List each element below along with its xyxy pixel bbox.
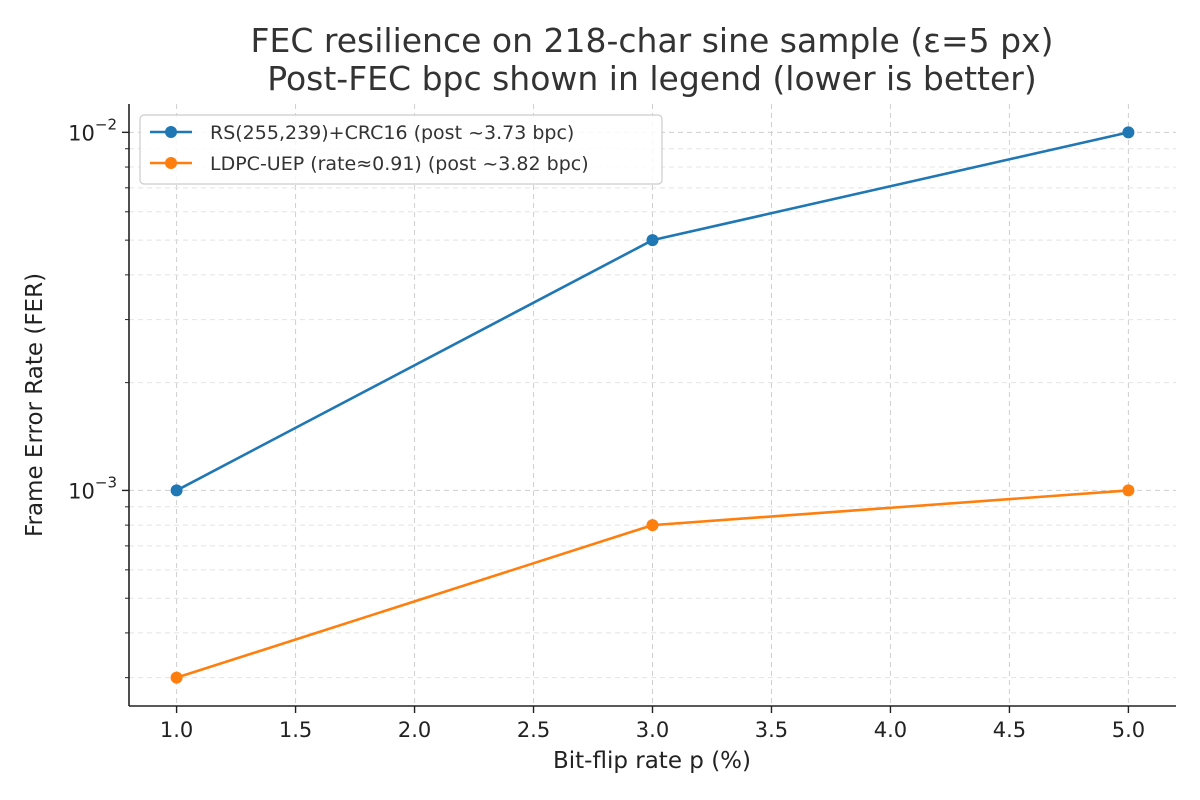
legend: RS(255,239)+CRC16 (post ~3.73 bpc) LDPC-… [139,114,663,185]
x-tick-label: 4.5 [993,718,1026,742]
x-tick-label: 1.5 [279,718,312,742]
data-point-1-2 [1122,484,1135,497]
y-tick-label: 10−3 [68,473,117,503]
data-point-1-0 [170,671,183,684]
x-tick-label: 1.0 [160,718,193,742]
legend-label-ldpc: LDPC-UEP (rate≈0.91) (post ~3.82 bpc) [210,153,589,175]
x-tick-label: 2.0 [398,718,431,742]
series-layer [170,126,1135,684]
x-tick-label: 3.5 [755,718,788,742]
x-tick-label: 5.0 [1112,718,1145,742]
x-axis-label: Bit-flip rate p (%) [553,748,751,774]
y-tick-label: 10−2 [68,115,117,145]
x-tick-label: 3.0 [636,718,669,742]
ticks-layer: 1.0 1.5 2.0 2.5 3.0 3.5 4.0 4.5 5.0 10−3 10−2 [68,115,1145,742]
data-point-1-1 [646,519,659,532]
x-tick-label: 4.0 [874,718,907,742]
legend-marker-rs [165,126,177,138]
data-point-0-1 [646,234,659,247]
data-point-0-0 [170,484,183,497]
chart-title-line-2: Post-FEC bpc shown in legend (lower is b… [267,59,1037,98]
chart-title-line-1: FEC resilience on 218-char sine sample (… [251,21,1054,60]
x-tick-label: 2.5 [517,718,550,742]
grid-layer [129,104,1176,706]
y-axis-label: Frame Error Rate (FER) [22,273,48,537]
legend-box [139,114,663,185]
legend-marker-ldpc [165,157,177,169]
legend-label-rs: RS(255,239)+CRC16 (post ~3.73 bpc) [210,122,574,144]
data-point-0-2 [1122,126,1135,139]
